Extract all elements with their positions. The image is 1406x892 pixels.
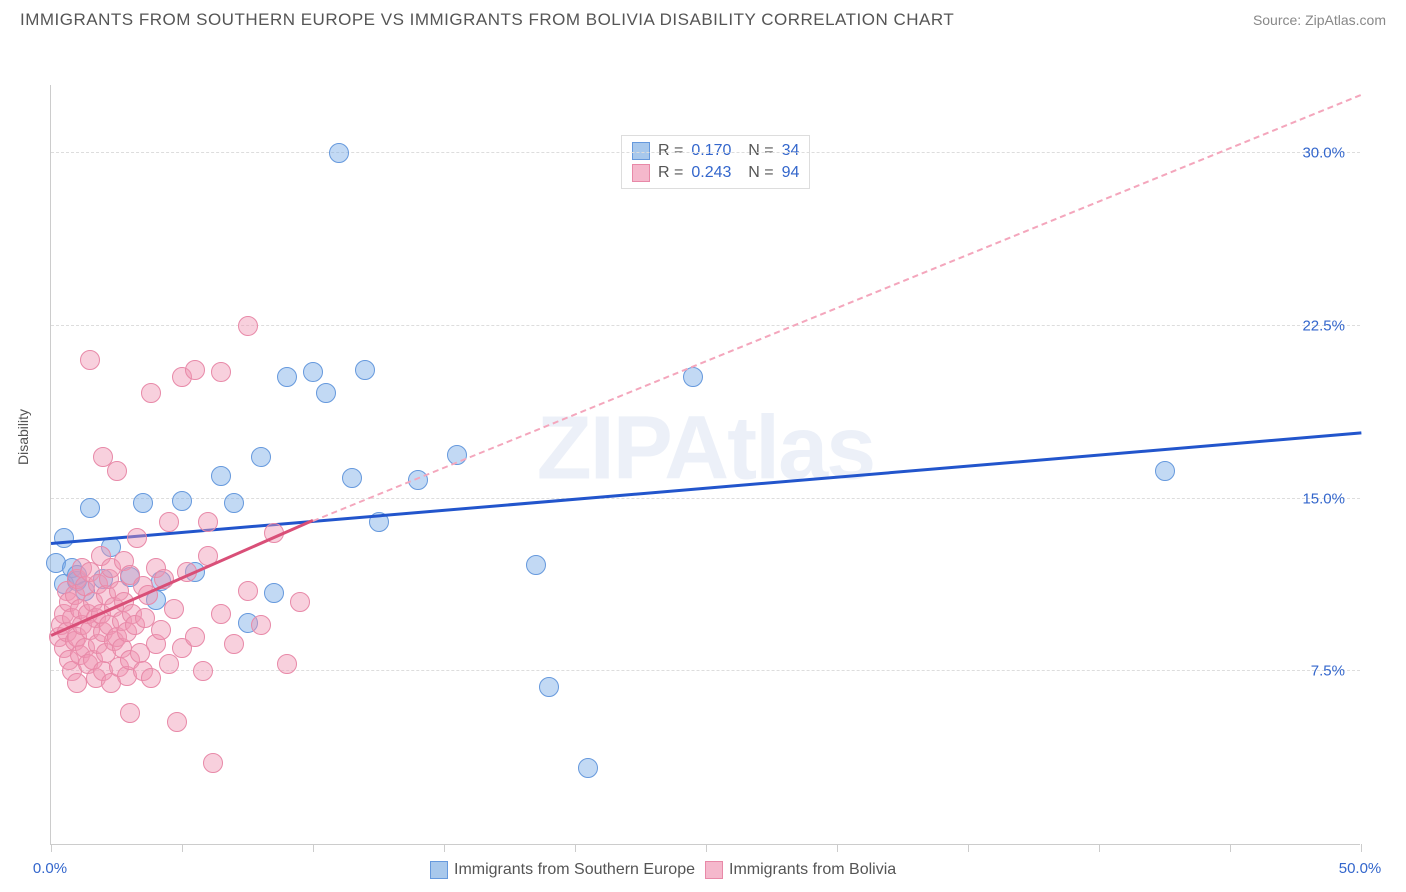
legend-stats: R = 0.170 N = 34 R = 0.243 N = 94 [621, 135, 810, 189]
x-tick [706, 844, 707, 852]
r-label: R = [658, 164, 683, 182]
x-tick [51, 844, 52, 852]
y-tick-label: 7.5% [1311, 663, 1345, 680]
scatter-point [151, 620, 171, 640]
chart-header: IMMIGRANTS FROM SOUTHERN EUROPE VS IMMIG… [0, 0, 1406, 35]
scatter-point [1155, 461, 1175, 481]
y-tick-label: 22.5% [1302, 317, 1345, 334]
scatter-point [264, 583, 284, 603]
legend-bottom-swatch-1 [705, 861, 723, 879]
scatter-point [67, 673, 87, 693]
legend-stats-row-0: R = 0.170 N = 34 [632, 140, 799, 162]
legend-bottom: Immigrants from Southern Europe Immigran… [430, 861, 896, 879]
trend-line-dashed [313, 94, 1362, 522]
scatter-point [193, 661, 213, 681]
chart-source: Source: ZipAtlas.com [1253, 12, 1386, 28]
scatter-point [329, 143, 349, 163]
r-value-1: 0.243 [691, 164, 731, 182]
scatter-point [185, 360, 205, 380]
scatter-point [578, 758, 598, 778]
gridline-h [51, 498, 1360, 499]
x-tick [313, 844, 314, 852]
legend-swatch-1 [632, 164, 650, 182]
x-tick-label: 0.0% [33, 860, 67, 877]
scatter-point [539, 677, 559, 697]
scatter-point [251, 615, 271, 635]
x-tick-label: 50.0% [1339, 860, 1382, 877]
x-tick [182, 844, 183, 852]
scatter-point [211, 362, 231, 382]
gridline-h [51, 670, 1360, 671]
scatter-point [303, 362, 323, 382]
scatter-point [203, 753, 223, 773]
scatter-point [167, 712, 187, 732]
legend-stats-row-1: R = 0.243 N = 94 [632, 162, 799, 184]
scatter-point [185, 627, 205, 647]
n-value-0: 34 [782, 142, 800, 160]
scatter-point [238, 581, 258, 601]
scatter-point [316, 383, 336, 403]
y-tick-label: 15.0% [1302, 490, 1345, 507]
scatter-point [54, 528, 74, 548]
legend-swatch-0 [632, 142, 650, 160]
scatter-point [211, 604, 231, 624]
x-tick [1230, 844, 1231, 852]
legend-bottom-label-0: Immigrants from Southern Europe [454, 861, 695, 879]
scatter-point [224, 634, 244, 654]
trend-line [51, 432, 1361, 545]
y-tick-label: 30.0% [1302, 145, 1345, 162]
scatter-point [80, 350, 100, 370]
scatter-point [159, 512, 179, 532]
scatter-point [198, 512, 218, 532]
watermark: ZIPAtlas [537, 398, 874, 501]
scatter-point [127, 528, 147, 548]
r-value-0: 0.170 [691, 142, 731, 160]
scatter-point [277, 654, 297, 674]
x-tick [1361, 844, 1362, 852]
scatter-point [224, 493, 244, 513]
scatter-point [141, 668, 161, 688]
legend-bottom-label-1: Immigrants from Bolivia [729, 861, 896, 879]
scatter-point [277, 367, 297, 387]
legend-bottom-item-1: Immigrants from Bolivia [705, 861, 896, 879]
x-tick [968, 844, 969, 852]
chart-container: Disability ZIPAtlas R = 0.170 N = 34 R =… [0, 35, 1406, 885]
n-label: N = [739, 164, 773, 182]
scatter-point [290, 592, 310, 612]
scatter-point [526, 555, 546, 575]
legend-bottom-item-0: Immigrants from Southern Europe [430, 861, 695, 879]
scatter-point [164, 599, 184, 619]
chart-title: IMMIGRANTS FROM SOUTHERN EUROPE VS IMMIG… [20, 10, 954, 30]
scatter-point [172, 491, 192, 511]
x-tick [444, 844, 445, 852]
scatter-point [211, 466, 231, 486]
y-axis-label: Disability [15, 409, 31, 465]
scatter-point [80, 498, 100, 518]
gridline-h [51, 152, 1360, 153]
r-label: R = [658, 142, 683, 160]
scatter-point [107, 461, 127, 481]
scatter-point [141, 383, 161, 403]
plot-area: ZIPAtlas R = 0.170 N = 34 R = 0.243 N = … [50, 85, 1360, 845]
scatter-point [159, 654, 179, 674]
x-tick [575, 844, 576, 852]
scatter-point [342, 468, 362, 488]
scatter-point [251, 447, 271, 467]
scatter-point [133, 493, 153, 513]
n-label: N = [739, 142, 773, 160]
scatter-point [120, 703, 140, 723]
x-tick [837, 844, 838, 852]
legend-bottom-swatch-0 [430, 861, 448, 879]
n-value-1: 94 [782, 164, 800, 182]
scatter-point [355, 360, 375, 380]
scatter-point [238, 316, 258, 336]
x-tick [1099, 844, 1100, 852]
